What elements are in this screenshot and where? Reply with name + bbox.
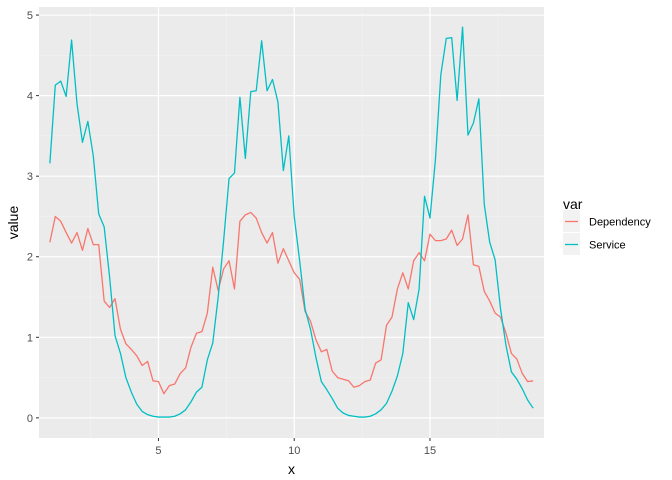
series-lines	[49, 26, 534, 418]
y-tick-label: 2	[27, 252, 33, 264]
y-tick-label: 3	[27, 171, 33, 183]
legend: var Dependency Service	[563, 196, 651, 255]
y-tick-label: 1	[27, 332, 33, 344]
x-tick-label: 5	[155, 445, 161, 457]
legend-label: Dependency	[589, 217, 651, 229]
x-axis-title: x	[288, 461, 295, 477]
x-tick-label: 10	[288, 445, 300, 457]
y-tick-label: 4	[27, 91, 33, 103]
y-tick-label: 0	[27, 413, 33, 425]
y-axis-title: value	[5, 206, 21, 240]
legend-title: var	[563, 196, 583, 212]
series-line-service	[49, 26, 534, 418]
y-axis: 0 1 2 3 4 5	[27, 10, 39, 425]
x-tick-label: 15	[424, 445, 436, 457]
series-line-dependency	[49, 211, 534, 395]
x-axis: 5 10 15	[155, 438, 436, 457]
legend-label: Service	[589, 240, 626, 252]
y-tick-label: 5	[27, 10, 33, 22]
